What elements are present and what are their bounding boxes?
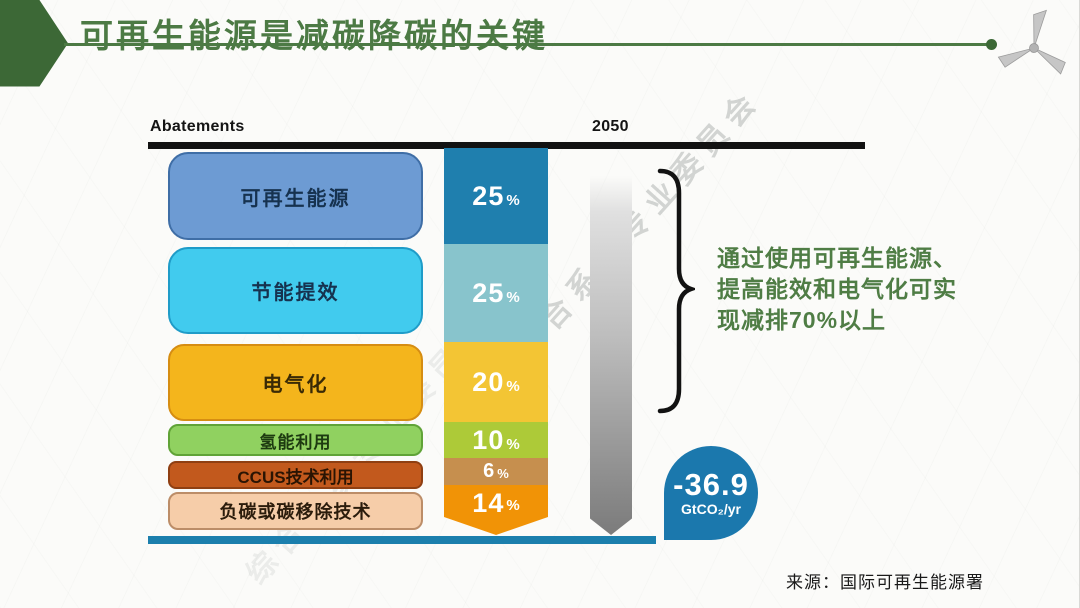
category-box-electrification: 电气化 (168, 344, 423, 421)
bar-segment-efficiency: 25% (444, 244, 548, 342)
bar-value: 6 (483, 460, 496, 482)
percent-sign: % (497, 466, 509, 481)
bar-value: 25 (472, 277, 505, 308)
category-box-carbon-removal: 负碳或碳移除技术 (168, 492, 423, 530)
wind-turbine-icon (997, 9, 1066, 75)
page-title: 可再生能源是减碳降碳的关键 (80, 17, 548, 54)
bar-value: 10 (472, 424, 505, 455)
chart-baseline (148, 536, 656, 544)
down-arrow-2050 (590, 176, 632, 535)
annotation-line: 现减排70%以上 (717, 307, 887, 333)
bar-segment-renewables: 25% (444, 148, 548, 244)
badge-value: -36.9 (673, 467, 749, 502)
source-attribution: 来源：国际可再生能源署 (786, 573, 984, 592)
category-label: 可再生能源 (240, 187, 351, 210)
badge-unit: GtCO₂/yr (681, 501, 741, 517)
category-box-hydrogen: 氢能利用 (168, 424, 423, 456)
category-label: 电气化 (262, 374, 329, 396)
curly-brace (657, 168, 695, 414)
category-label: 氢能利用 (259, 432, 332, 452)
percent-sign: % (506, 436, 520, 453)
bar-segment-carbon-removal: 14% (444, 485, 548, 535)
category-box-ccus: CCUS技术利用 (168, 461, 423, 489)
percent-sign: % (506, 289, 520, 306)
annotation-line: 通过使用可再生能源、 (717, 245, 957, 271)
category-box-efficiency: 节能提效 (168, 247, 423, 334)
percent-sign: % (506, 378, 520, 395)
annotation-text: 通过使用可再生能源、 提高能效和电气化可实 现减排70%以上 (717, 243, 957, 336)
category-label: CCUS技术利用 (237, 467, 354, 487)
bar-segment-ccus: 6% (444, 458, 548, 485)
chart-top-rule (148, 142, 865, 149)
title-accent-arrow (0, 0, 68, 87)
category-label: 节能提效 (251, 282, 340, 304)
bar-segment-hydrogen: 10% (444, 422, 548, 458)
bar-value: 25 (472, 180, 505, 211)
underline-end-dot (986, 39, 997, 50)
bar-value: 20 (472, 366, 505, 397)
percent-sign: % (506, 497, 520, 514)
axis-label-2050: 2050 (592, 118, 629, 135)
category-box-renewables: 可再生能源 (168, 152, 423, 240)
axis-label-abatements: Abatements (150, 118, 245, 135)
category-label: 负碳或碳移除技术 (219, 502, 372, 522)
total-abatement-badge: -36.9 GtCO₂/yr (664, 446, 758, 540)
percent-sign: % (506, 192, 520, 209)
annotation-line: 提高能效和电气化可实 (717, 276, 957, 302)
title-underline (64, 43, 992, 46)
bar-value: 14 (472, 488, 505, 518)
bar-segment-electrification: 20% (444, 342, 548, 422)
